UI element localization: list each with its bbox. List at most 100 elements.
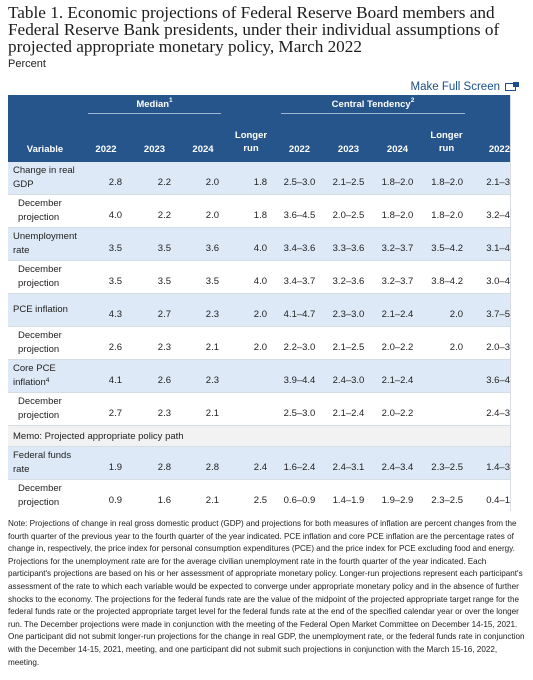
central-tendency-value: 2.3–2.5 [422, 479, 471, 511]
range-value: 0.4–1 [471, 479, 510, 511]
median-value: 3.5 [130, 227, 179, 261]
median-value [227, 392, 275, 426]
central-tendency-value: 3.3–3.6 [324, 227, 373, 261]
table-row: December projection 0.9 1.6 2.1 2.5 0.6–0.9 1.… [8, 479, 510, 511]
central-tendency-value: 3.4–3.7 [275, 260, 324, 294]
table-note: Note: Projections of change in real gros… [8, 519, 525, 667]
column-header: Longer run [422, 117, 471, 162]
central-tendency-value: 1.8–2.0 [373, 162, 422, 195]
central-tendency-value: 2.0 [422, 293, 471, 327]
row-label: Change in real GDP [8, 162, 82, 195]
central-tendency-value: 0.6–0.9 [275, 479, 324, 511]
table-row: PCE inflation 4.3 2.7 2.3 2.0 4.1–4.7 2.3–3.0 2… [8, 293, 510, 327]
central-tendency-value: 2.5–3.0 [275, 392, 324, 426]
median-value: 2.6 [82, 326, 130, 360]
median-value: 2.6 [130, 359, 179, 393]
median-value: 2.4 [227, 446, 275, 480]
median-value: 4.0 [227, 227, 275, 261]
central-tendency-value: 3.5–4.2 [422, 227, 471, 261]
central-tendency-value: 2.0–2.5 [324, 194, 373, 228]
median-value: 3.5 [130, 260, 179, 294]
table-title: Table 1. Economic projections of Federal… [8, 3, 500, 56]
column-header: 2024 [373, 117, 422, 162]
central-tendency-value: 2.4–3.0 [324, 359, 373, 393]
median-value: 2.3 [179, 359, 227, 393]
table-row: Core PCE inflation4 4.1 2.6 2.3 3.9–4.4 2.4–3… [8, 359, 510, 393]
memo-label: Memo: Projected appropriate policy path [8, 425, 510, 447]
row-label: December projection [8, 479, 82, 511]
median-value: 2.5 [227, 479, 275, 511]
central-tendency-value: 2.4–3.4 [373, 446, 422, 480]
median-value: 2.8 [82, 162, 130, 195]
column-header: 2022 [82, 117, 130, 162]
central-tendency-value: 3.2–3.7 [373, 260, 422, 294]
central-tendency-value: 2.3–2.5 [422, 446, 471, 480]
central-tendency-value: 2.1–2.5 [324, 162, 373, 195]
median-value: 4.3 [82, 293, 130, 327]
table-row: December projection 2.7 2.3 2.1 2.5–3.0 2.1–2… [8, 392, 510, 426]
projections-table-scroll[interactable]: Median1 Central Tendency2 Variable 2022 2… [8, 95, 511, 511]
median-value: 3.5 [179, 260, 227, 294]
row-label: Unemployment rate [8, 227, 82, 261]
median-value: 1.8 [227, 162, 275, 195]
make-full-screen-label: Make Full Screen [410, 81, 500, 93]
median-value: 3.5 [82, 227, 130, 261]
median-value: 1.6 [130, 479, 179, 511]
median-value: 2.2 [130, 194, 179, 228]
median-value: 2.8 [179, 446, 227, 480]
central-tendency-value: 1.9–2.9 [373, 479, 422, 511]
range-value: 3.6–4 [471, 359, 510, 393]
central-tendency-value: 1.8–2.0 [422, 194, 471, 228]
units-label: Percent [8, 58, 46, 70]
table-row: Federal funds rate 1.9 2.8 2.8 2.4 1.6–2.4 2.4… [8, 446, 510, 480]
median-value [227, 359, 275, 393]
projections-table: Median1 Central Tendency2 Variable 2022 2… [8, 95, 510, 511]
range-value: 2.1–3 [471, 162, 510, 195]
median-value: 4.0 [227, 260, 275, 294]
median-value: 3.5 [82, 260, 130, 294]
table-row: December projection 2.6 2.3 2.1 2.0 2.2–3.0 2.… [8, 326, 510, 360]
central-tendency-value: 3.4–3.6 [275, 227, 324, 261]
median-value: 2.1 [179, 326, 227, 360]
median-header: Median1 [82, 95, 227, 117]
row-label: Federal funds rate [8, 446, 82, 480]
central-tendency-value: 2.5–3.0 [275, 162, 324, 195]
range-value: 3.2–4 [471, 194, 510, 228]
central-tendency-value: 2.0–2.2 [373, 392, 422, 426]
median-value: 4.1 [82, 359, 130, 393]
row-label: December projection [8, 194, 82, 228]
median-value: 2.3 [179, 293, 227, 327]
central-tendency-value: 3.8–4.2 [422, 260, 471, 294]
range-value: 3.7–5 [471, 293, 510, 327]
central-tendency-value: 2.3–3.0 [324, 293, 373, 327]
central-tendency-value: 2.1–2.4 [324, 392, 373, 426]
central-tendency-value: 1.8–2.0 [373, 194, 422, 228]
median-value: 2.7 [130, 293, 179, 327]
central-tendency-value: 4.1–4.7 [275, 293, 324, 327]
variable-column-header: Variable [8, 117, 82, 162]
header-blank [8, 95, 82, 117]
fullscreen-icon [504, 81, 519, 93]
make-full-screen-link[interactable]: Make Full Screen [411, 81, 519, 93]
table-row: Change in real GDP 2.8 2.2 2.0 1.8 2.5–3.0 2.1… [8, 162, 510, 195]
median-value: 2.0 [179, 162, 227, 195]
column-header: 2023 [130, 117, 179, 162]
central-tendency-value: 2.1–2.4 [373, 293, 422, 327]
median-value: 2.0 [227, 326, 275, 360]
table-row: Unemployment rate 3.5 3.5 3.6 4.0 3.4–3.6 3.3–… [8, 227, 510, 261]
row-label: PCE inflation [8, 293, 82, 327]
column-header: 2022 [275, 117, 324, 162]
central-tendency-value: 2.1–2.5 [324, 326, 373, 360]
row-label: December projection [8, 326, 82, 360]
central-tendency-value: 2.2–3.0 [275, 326, 324, 360]
median-value: 2.3 [130, 392, 179, 426]
median-value: 2.0 [179, 194, 227, 228]
central-tendency-value: 3.2–3.7 [373, 227, 422, 261]
median-value: 2.1 [179, 392, 227, 426]
range-value: 2.0–3 [471, 326, 510, 360]
median-value: 2.2 [130, 162, 179, 195]
median-value: 2.1 [179, 479, 227, 511]
column-header: 2022 [471, 117, 510, 162]
central-tendency-value: 3.2–3.6 [324, 260, 373, 294]
column-header: 2023 [324, 117, 373, 162]
